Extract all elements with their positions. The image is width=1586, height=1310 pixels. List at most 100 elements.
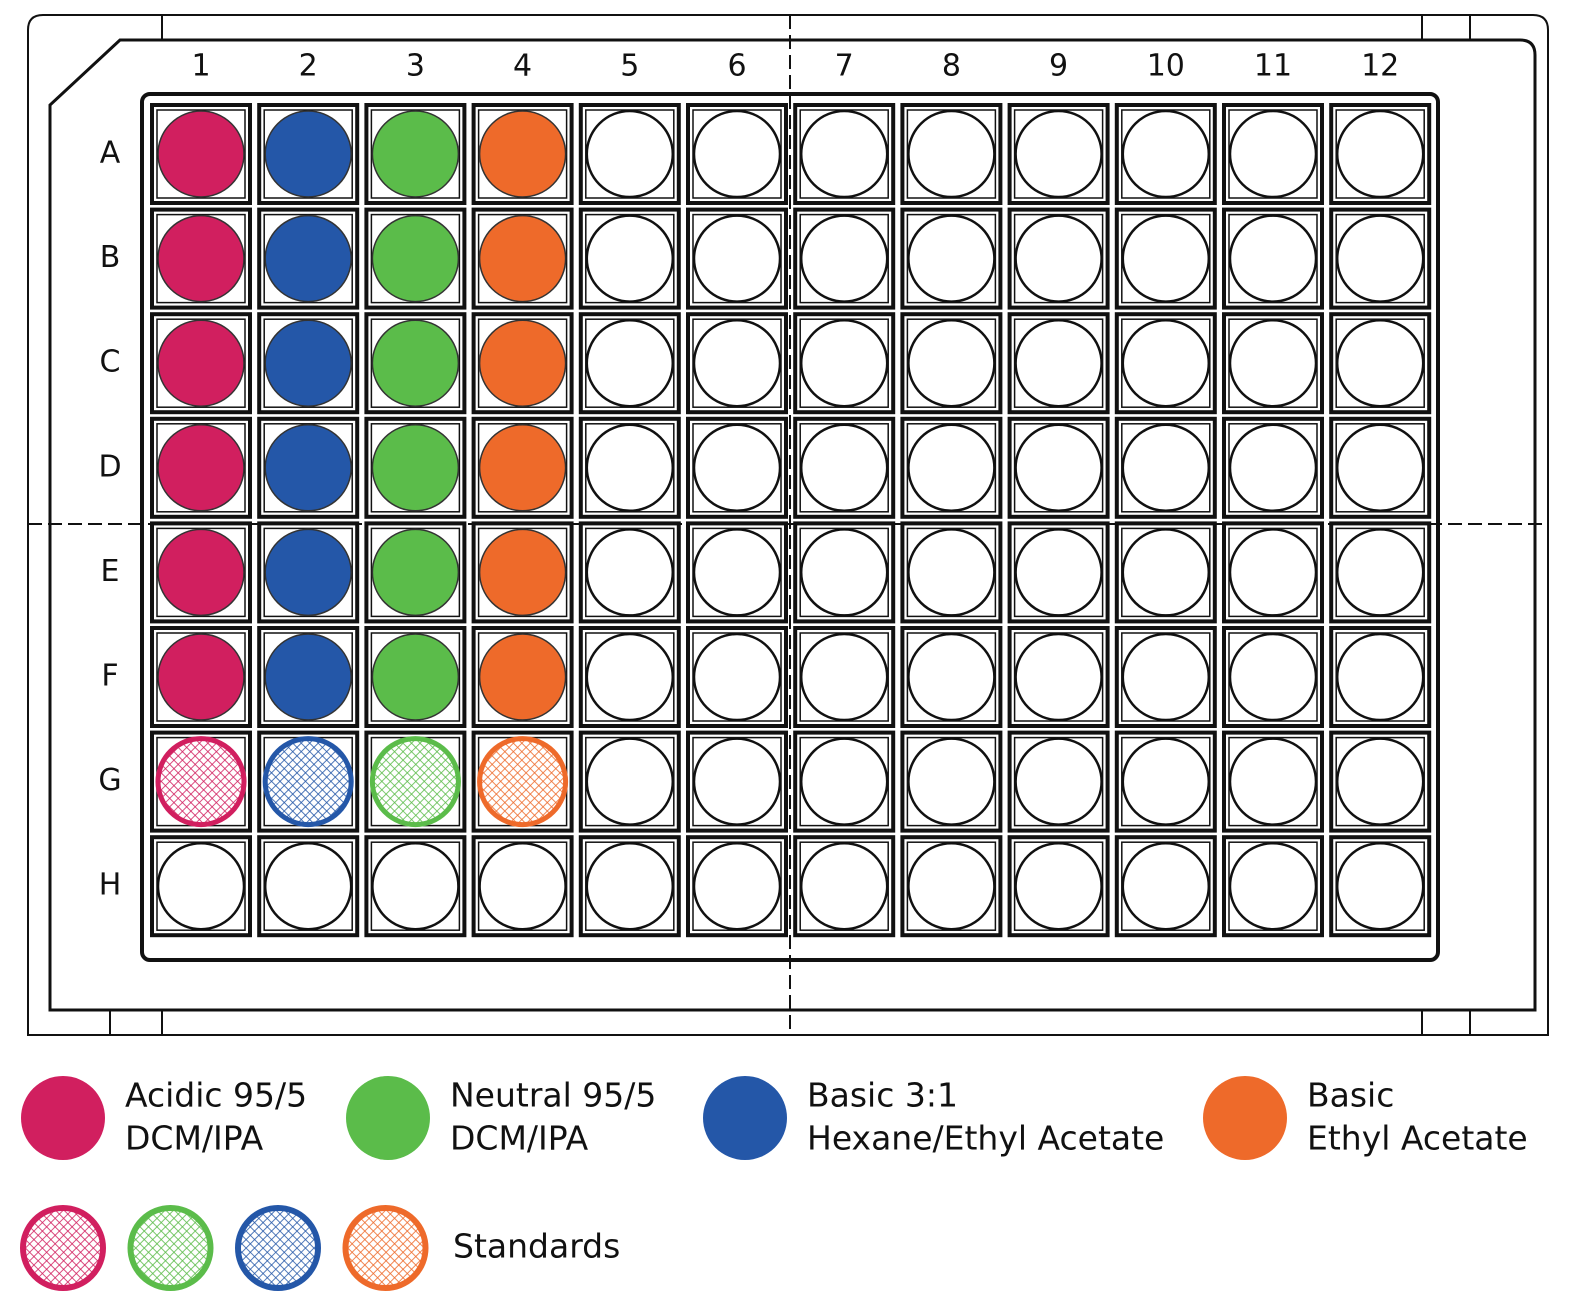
well-box <box>1222 312 1324 415</box>
well-box <box>257 103 360 205</box>
standard-swatch <box>342 1205 429 1291</box>
well-box-inner <box>263 109 353 199</box>
well-box <box>578 626 681 728</box>
well-box <box>1222 835 1324 938</box>
well <box>264 424 352 512</box>
well-box-inner <box>370 527 461 618</box>
well <box>1228 109 1318 199</box>
well <box>371 214 460 303</box>
row-label: C <box>100 345 121 380</box>
well-box-inner <box>263 213 353 304</box>
column-label: 3 <box>406 49 425 84</box>
well-box <box>578 207 681 310</box>
well <box>1335 214 1425 303</box>
well <box>1014 214 1103 303</box>
well <box>157 633 245 721</box>
well <box>369 736 461 828</box>
well-box <box>578 835 681 938</box>
well-box <box>257 730 360 833</box>
row-label: B <box>100 240 121 275</box>
well <box>1228 737 1318 826</box>
well <box>478 528 567 617</box>
well-box <box>471 521 574 624</box>
well <box>585 423 675 513</box>
well-box <box>1222 730 1324 833</box>
well-box <box>686 312 788 415</box>
well <box>692 632 782 722</box>
well <box>692 109 782 199</box>
column-label: 6 <box>727 49 746 84</box>
row-label: G <box>98 763 121 798</box>
well <box>264 319 352 407</box>
well-box <box>150 521 252 624</box>
row-label: H <box>99 868 122 903</box>
well <box>1014 528 1103 617</box>
well <box>156 841 246 931</box>
well <box>907 841 996 931</box>
well-box <box>150 835 252 938</box>
legend-swatch <box>1203 1076 1287 1160</box>
well-box <box>150 626 252 728</box>
well-box <box>686 835 788 938</box>
well <box>585 841 675 931</box>
well-box-inner <box>156 527 246 618</box>
column-label: 8 <box>942 49 961 84</box>
well-box <box>686 626 788 728</box>
column-label: 4 <box>513 49 532 84</box>
well <box>478 633 567 721</box>
well-box <box>578 416 681 519</box>
well-box <box>1007 626 1110 728</box>
well <box>1335 632 1425 722</box>
well-box-inner <box>370 632 461 722</box>
well <box>264 110 352 198</box>
well <box>264 633 352 721</box>
well-box <box>364 730 467 833</box>
well-box <box>793 626 896 728</box>
column-label: 2 <box>299 49 318 84</box>
legend-label: DCM/IPA <box>450 1119 589 1158</box>
well-box-inner <box>156 213 246 304</box>
well-box <box>1114 730 1217 833</box>
well-box-inner <box>156 318 246 408</box>
well-box <box>793 207 896 310</box>
well-box <box>686 730 788 833</box>
well <box>478 841 567 931</box>
well <box>799 109 889 199</box>
well <box>1121 528 1211 617</box>
well-box-inner <box>263 318 353 408</box>
well <box>1014 632 1103 722</box>
well <box>157 424 245 512</box>
well-box-inner <box>370 213 461 304</box>
well-box-inner <box>370 109 461 199</box>
well-box <box>1329 626 1432 728</box>
well-box <box>257 835 360 938</box>
row-label: F <box>101 659 118 694</box>
well-box <box>900 207 1003 310</box>
well <box>1335 318 1425 408</box>
well-box <box>471 103 574 205</box>
well-box <box>1114 103 1217 205</box>
well <box>1121 318 1211 408</box>
well-box <box>364 835 467 938</box>
well-box-inner <box>477 632 568 722</box>
well <box>157 110 245 198</box>
well-box <box>1114 626 1217 728</box>
well-box <box>793 521 896 624</box>
well-box <box>150 103 252 205</box>
well <box>371 110 460 198</box>
well-box <box>900 835 1003 938</box>
well-box <box>686 416 788 519</box>
well <box>799 214 889 303</box>
legend-label: Neutral 95/5 <box>450 1076 656 1115</box>
well <box>478 214 567 303</box>
standards-label: Standards <box>453 1227 620 1266</box>
well <box>1335 528 1425 617</box>
well-box <box>364 626 467 728</box>
well <box>1228 841 1318 931</box>
well <box>907 214 996 303</box>
well <box>264 214 352 303</box>
well-box <box>1329 416 1432 519</box>
well <box>1121 214 1211 303</box>
well-box <box>1329 730 1432 833</box>
column-label: 7 <box>835 49 854 84</box>
